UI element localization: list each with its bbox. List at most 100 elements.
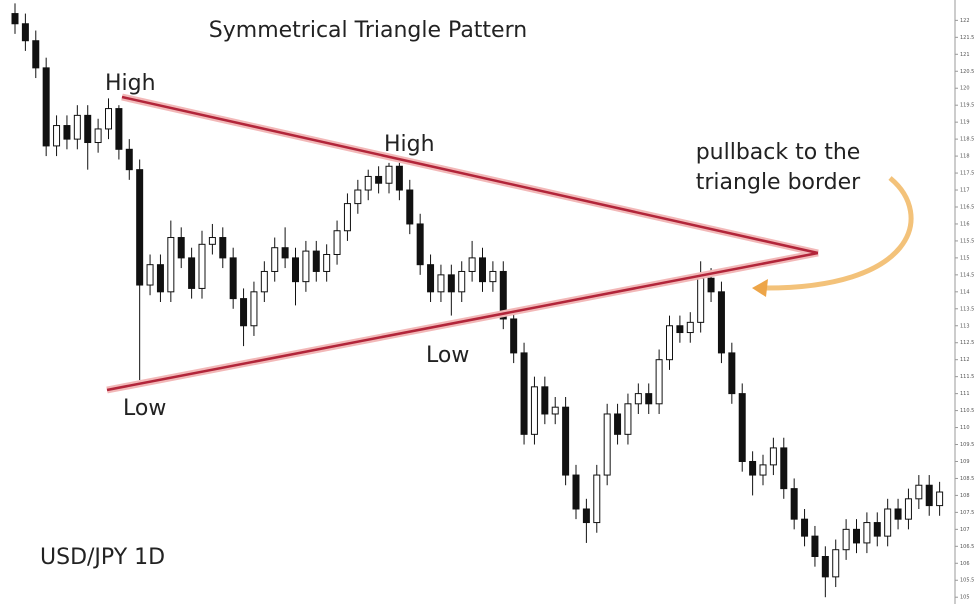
candle-body [915, 484, 923, 500]
candle-body [364, 175, 372, 191]
candle-body [614, 413, 622, 435]
candle-body [177, 237, 185, 259]
candle-body [323, 253, 331, 272]
candle-body [717, 291, 725, 354]
y-tick-label: 107.5 [960, 510, 974, 516]
candle-body [271, 247, 279, 272]
candle-body [603, 413, 611, 476]
candle-body [240, 298, 248, 327]
candle-body [406, 189, 414, 225]
y-tick-label: 121.5 [960, 35, 974, 41]
candle-body [853, 528, 860, 544]
chart-title: Symmetrical Triangle Pattern [209, 18, 527, 43]
candle-body [260, 270, 268, 293]
candle-body [32, 40, 40, 69]
candle-body [593, 474, 601, 524]
candle-body [769, 447, 777, 466]
candle-body [302, 250, 310, 283]
y-tick-label: 116 [960, 221, 970, 227]
candle-body [572, 474, 580, 510]
y-tick-label: 107 [960, 527, 970, 533]
candle-body [198, 243, 206, 289]
y-tick-label: 122 [960, 18, 970, 24]
candle-body [842, 528, 850, 551]
symbol-label: USD/JPY 1D [40, 545, 165, 570]
candle-body [479, 257, 486, 283]
candle-body [811, 535, 819, 557]
y-tick-label: 114 [960, 289, 970, 295]
candle-body [863, 522, 871, 544]
candle-body [343, 203, 351, 232]
y-tick-label: 119.5 [960, 103, 974, 109]
y-tick-label: 112 [960, 357, 970, 363]
y-tick-label: 114.5 [960, 272, 974, 278]
candle-body [427, 264, 435, 293]
candle-body [53, 125, 61, 147]
y-tick-label: 117.5 [960, 171, 974, 177]
candle-body [167, 237, 175, 293]
y-tick-label: 110.5 [960, 408, 974, 414]
candle-body [925, 484, 933, 507]
candle-body [634, 393, 642, 405]
y-tick-label: 115.5 [960, 238, 974, 244]
candles [11, 3, 944, 598]
candle-body [707, 277, 715, 293]
price-axis: 105 105.5 106 106.5 107 107.5 108 108.5 109 109.5… [955, 18, 974, 601]
y-tick-label: 111 [960, 391, 970, 397]
annotation: High [384, 132, 435, 157]
candle-body [447, 274, 455, 293]
callout-text: triangle border [696, 170, 861, 195]
candle-body [801, 518, 809, 537]
candle-body [375, 175, 383, 184]
y-tick-label: 121 [960, 52, 970, 58]
candle-body [551, 406, 559, 415]
y-tick-label: 108 [960, 493, 970, 499]
candle-body [936, 491, 944, 507]
candle-body [894, 508, 902, 520]
y-tick-label: 113 [960, 323, 970, 329]
candle-body [749, 460, 757, 476]
candle-body [333, 230, 341, 255]
candle-body [385, 165, 393, 184]
candle-body [832, 549, 840, 578]
candle-body [645, 393, 653, 405]
candle-body [219, 237, 227, 259]
y-tick-label: 109 [960, 459, 970, 465]
callout-text: pullback to the [696, 140, 861, 165]
candle-body [312, 250, 320, 272]
y-tick-label: 105.5 [960, 578, 974, 584]
annotation: High [105, 71, 156, 96]
y-tick-label: 120 [960, 86, 970, 92]
y-tick-label: 106 [960, 561, 970, 567]
candle-body [281, 247, 289, 259]
y-tick-label: 115 [960, 255, 970, 261]
y-tick-label: 117 [960, 188, 970, 194]
candle-body [63, 125, 71, 140]
candle-body [136, 169, 144, 286]
callout-arrow [759, 176, 914, 291]
y-tick-label: 110 [960, 425, 970, 431]
candle-body [562, 406, 570, 476]
y-tick-label: 112.5 [960, 340, 974, 346]
candle-body [94, 128, 102, 144]
candle-body [21, 23, 29, 42]
y-tick-label: 120.5 [960, 69, 974, 75]
candle-body [738, 393, 746, 462]
candle-body [146, 264, 154, 286]
candle-body [666, 325, 673, 361]
y-tick-label: 111.5 [960, 374, 974, 380]
candle-body [780, 447, 788, 490]
y-tick-label: 118.5 [960, 137, 974, 143]
candle-body [115, 108, 123, 150]
candle-body [686, 321, 694, 334]
candle-body [354, 189, 362, 205]
y-tick-label: 105 [960, 595, 970, 601]
candle-body [873, 522, 881, 537]
y-tick-label: 118 [960, 154, 970, 160]
candle-body [42, 67, 50, 147]
annotation: Low [123, 396, 166, 421]
y-tick-label: 119 [960, 120, 970, 126]
y-tick-label: 106.5 [960, 544, 974, 550]
candle-body [541, 386, 549, 415]
